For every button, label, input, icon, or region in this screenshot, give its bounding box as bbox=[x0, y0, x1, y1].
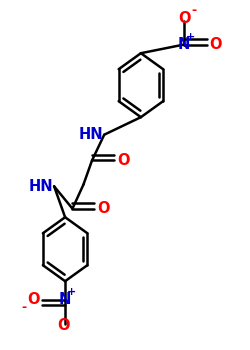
Text: +: + bbox=[67, 287, 76, 297]
Text: N: N bbox=[59, 292, 71, 307]
Text: HN: HN bbox=[78, 127, 103, 142]
Text: O: O bbox=[117, 153, 130, 168]
Text: O: O bbox=[98, 201, 110, 216]
Text: O: O bbox=[27, 292, 39, 307]
Text: -: - bbox=[191, 5, 196, 18]
Text: -: - bbox=[21, 301, 26, 314]
Text: N: N bbox=[178, 37, 190, 52]
Text: +: + bbox=[186, 32, 195, 42]
Text: HN: HN bbox=[28, 179, 53, 194]
Text: O: O bbox=[58, 318, 70, 333]
Text: O: O bbox=[210, 37, 222, 52]
Text: O: O bbox=[179, 11, 191, 26]
